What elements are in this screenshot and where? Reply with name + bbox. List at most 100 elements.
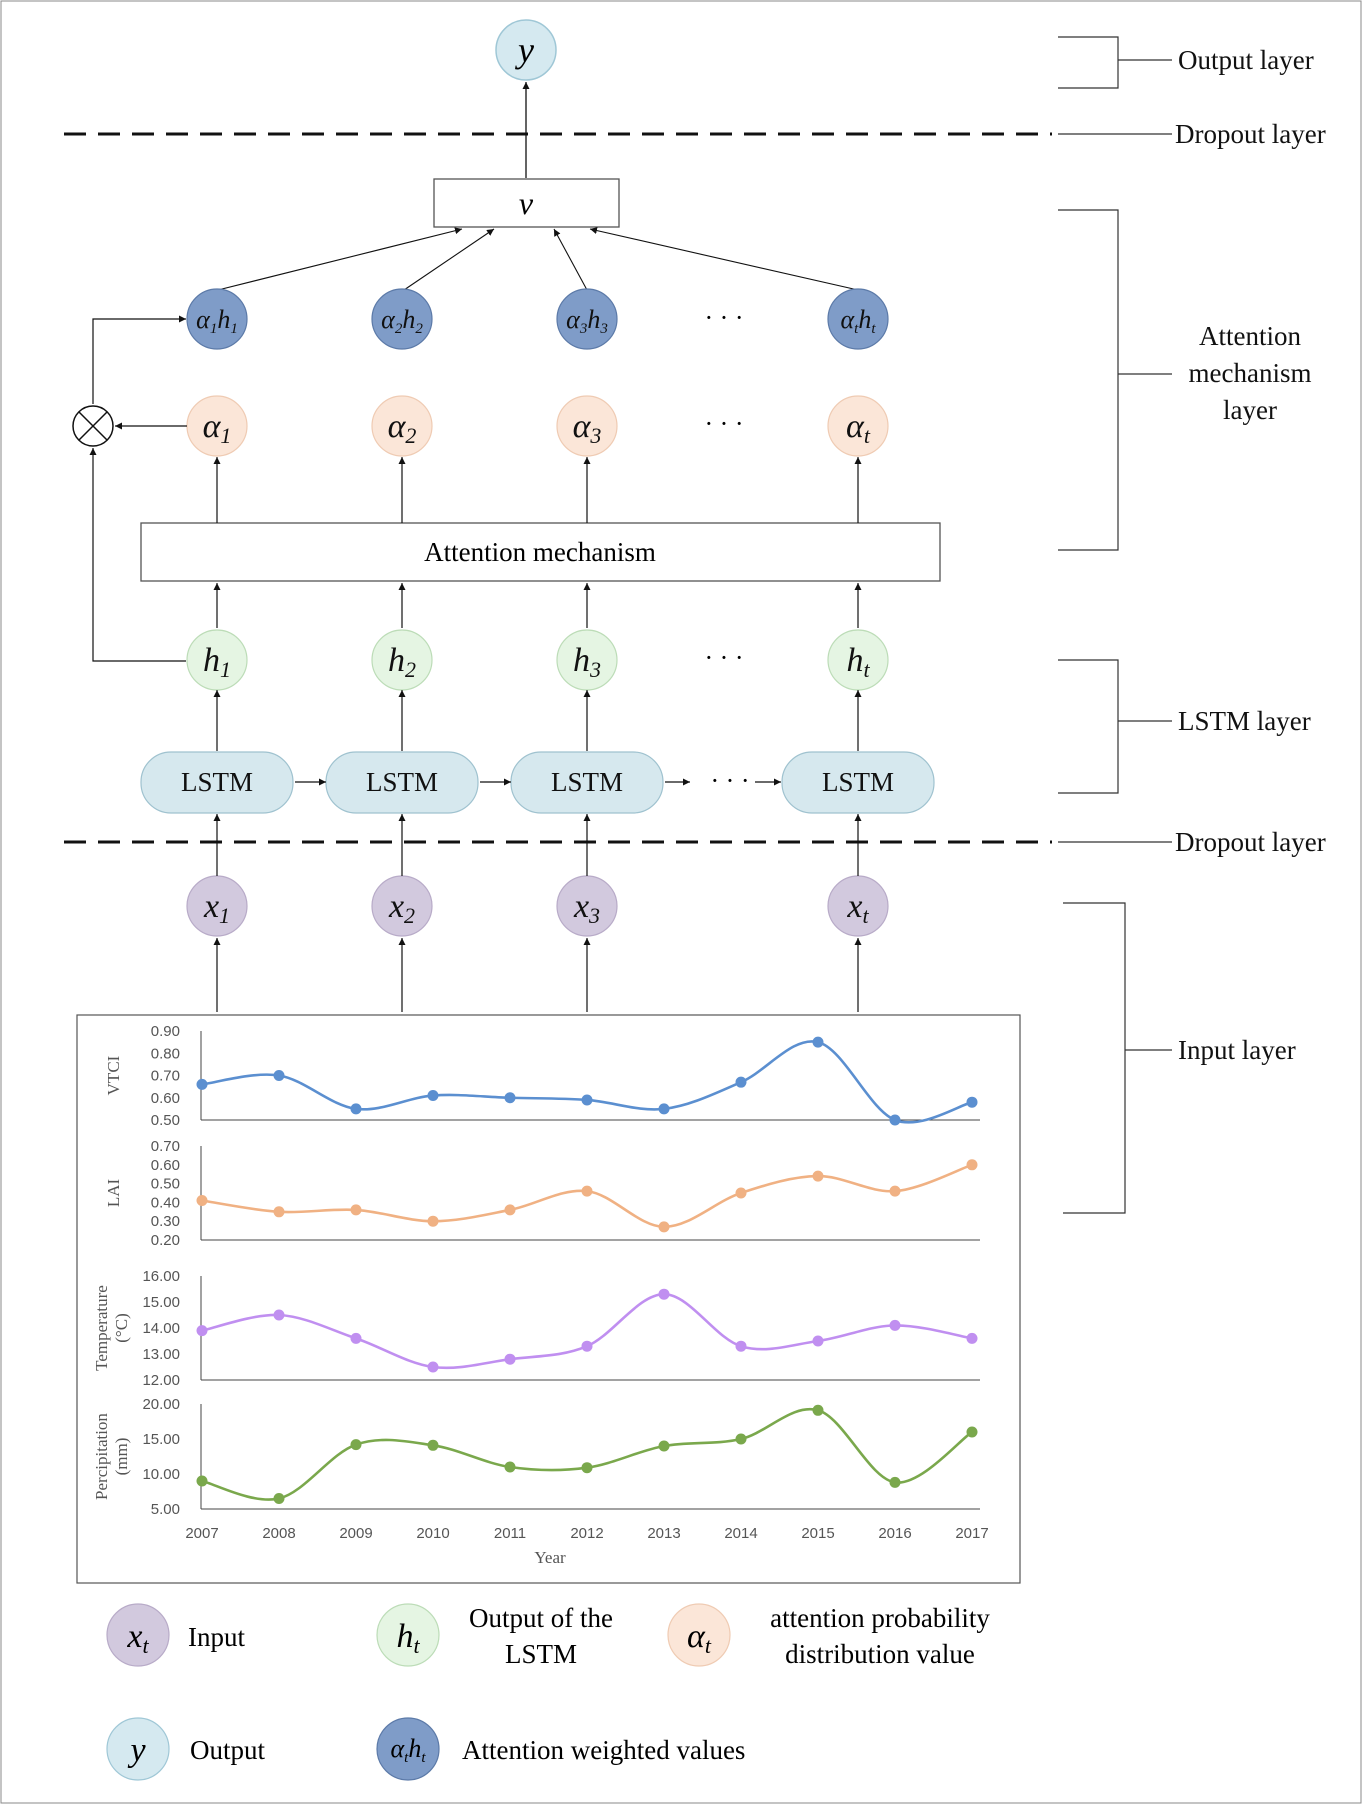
- svg-text:h3: h3: [573, 642, 601, 682]
- chart-data-point: [812, 1036, 824, 1048]
- hidden-node: h3: [556, 629, 618, 691]
- legend-attention-probability-text-1: attention probability: [770, 1603, 990, 1633]
- hidden-to-attention-arrows: [213, 583, 862, 628]
- svg-text:αtht: αtht: [391, 1734, 427, 1766]
- svg-text:x1: x1: [203, 888, 230, 928]
- hidden-ellipsis: · · ·: [705, 643, 744, 672]
- legend-lstm-output-text-1: Output of the: [469, 1603, 613, 1633]
- lstm-ellipsis: · · ·: [711, 766, 750, 795]
- attention-layer-label-line1: Attention: [1199, 321, 1301, 351]
- chart-data-point: [273, 1493, 285, 1504]
- chart-data-point: [966, 1096, 978, 1108]
- chart-x-tick-label: 2007: [185, 1525, 218, 1542]
- svg-text:ht: ht: [846, 642, 870, 682]
- svg-text:αt: αt: [687, 1618, 712, 1658]
- chart-data-point: [658, 1103, 670, 1115]
- legend-lstm-output: ht Output of the LSTM: [376, 1603, 613, 1669]
- weighted-node: α2h2: [371, 288, 433, 350]
- hidden-node: ht: [827, 629, 889, 691]
- input-layer-label: Input layer: [1178, 1035, 1296, 1065]
- chart-data-point: [735, 1187, 747, 1199]
- output-layer-label: Output layer: [1178, 45, 1314, 75]
- alpha-node: α3: [556, 395, 618, 457]
- weighted-node: αtht: [827, 288, 889, 350]
- chart-y-axis-label: Temperature: [92, 1285, 111, 1371]
- chart-panel: 0.20 0.30 0.400.50 0.60 0.70 LAI: [104, 1138, 980, 1249]
- svg-text:α1: α1: [203, 408, 232, 448]
- alpha-ellipsis: · · ·: [705, 409, 744, 438]
- chart-data-point: [735, 1340, 747, 1352]
- v-box: v: [433, 178, 620, 228]
- chart-x-tick-label: 2016: [878, 1525, 911, 1542]
- chart-data-point: [658, 1221, 670, 1233]
- chart-data-point: [966, 1332, 978, 1344]
- chart-y-axis-label: LAI: [104, 1179, 123, 1208]
- multiply-node: [72, 405, 114, 447]
- chart-y-axis-unit: (mm): [112, 1438, 131, 1476]
- input-node: x2: [371, 875, 433, 937]
- legend-input: xt Input: [106, 1603, 245, 1667]
- attention-mechanism-box: Attention mechanism: [140, 522, 941, 582]
- chart-data-point: [658, 1440, 670, 1452]
- chart-y-tick-label: 14.00: [142, 1320, 180, 1337]
- chart-data-point: [889, 1319, 901, 1331]
- chart-y-tick-label: 0.30: [151, 1213, 180, 1230]
- chart-data-point: [427, 1439, 439, 1451]
- chart-y-tick-label: 16.00: [142, 1268, 180, 1285]
- attention-mechanism-label: Attention mechanism: [424, 537, 656, 567]
- chart-data-point: [812, 1404, 824, 1416]
- chart-y-tick-label: 15.00: [142, 1294, 180, 1311]
- svg-text:α2h2: α2h2: [381, 305, 423, 337]
- chart-data-point: [273, 1309, 285, 1321]
- svg-text:y: y: [127, 1732, 146, 1769]
- chart-y-axis-unit: (°C): [112, 1313, 131, 1342]
- svg-text:LSTM: LSTM: [551, 767, 623, 797]
- lstm-cell: LSTM: [510, 751, 664, 814]
- chart-data-point: [350, 1204, 362, 1216]
- chart-y-tick-label: 0.50: [151, 1112, 180, 1129]
- chart-data-point: [350, 1439, 362, 1451]
- chart-data-point: [889, 1185, 901, 1197]
- chart-y-tick-label: 13.00: [142, 1346, 180, 1363]
- chart-y-tick-label: 0.90: [151, 1023, 180, 1040]
- weighted-node: α3h3: [556, 288, 618, 350]
- chart-data-point: [504, 1461, 516, 1473]
- chart-x-tick-label: 2009: [339, 1525, 372, 1542]
- lstm-cell: LSTM: [781, 751, 935, 814]
- layer-brackets: [1058, 36, 1172, 1214]
- chart-panel: 5.00 10.00 15.00 20.00 Percipitation (mm): [92, 1396, 980, 1518]
- chart-data-point: [504, 1204, 516, 1216]
- legend-attention-probability-text-2: distribution value: [785, 1639, 975, 1669]
- lstm-to-hidden-arrows: [213, 690, 862, 751]
- legend-lstm-output-text-2: LSTM: [505, 1639, 577, 1669]
- svg-text:LSTM: LSTM: [822, 767, 894, 797]
- chart-data-point: [350, 1103, 362, 1115]
- input-node: xt: [827, 875, 889, 937]
- chart-data-point: [350, 1332, 362, 1344]
- chart-x-tick-label: 2011: [494, 1525, 526, 1542]
- chart-data-point: [196, 1475, 208, 1487]
- chart-y-axis-label: VTCI: [104, 1055, 123, 1095]
- chart-data-point: [735, 1433, 747, 1445]
- chart-data-point: [889, 1114, 901, 1126]
- svg-text:α1h1: α1h1: [196, 305, 238, 337]
- chart-data-point: [889, 1476, 901, 1488]
- input-node: x3: [556, 875, 618, 937]
- chart-y-axis-label: Percipitation: [92, 1413, 111, 1500]
- chart-y-tick-label: 0.50: [151, 1176, 180, 1193]
- output-node: y: [495, 19, 557, 81]
- chart-data-point: [196, 1195, 208, 1207]
- svg-text:αt: αt: [846, 408, 871, 448]
- legend-output: y Output: [106, 1717, 266, 1781]
- skip-connection-path: [89, 315, 187, 662]
- chart-data-point: [427, 1215, 439, 1227]
- chart-data-point: [966, 1426, 978, 1438]
- weighted-ellipsis: · · ·: [705, 303, 744, 332]
- chart-y-tick-label: 0.20: [151, 1232, 180, 1249]
- input-line-charts: 0.500.600.700.800.90VTCI0.200.300.400.50…: [92, 1023, 989, 1542]
- svg-text:x2: x2: [388, 888, 415, 928]
- chart-y-tick-label: 5.00: [151, 1501, 180, 1518]
- chart-x-tick-label: 2015: [801, 1525, 834, 1542]
